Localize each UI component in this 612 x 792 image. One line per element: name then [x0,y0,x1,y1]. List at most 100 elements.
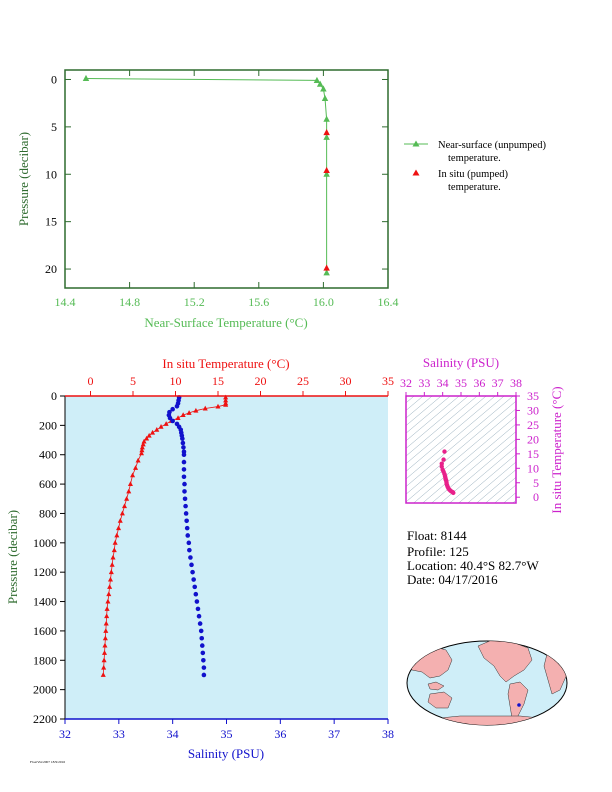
p1-x-tick-label: 16.0 [313,295,334,309]
p2-temperature-point [102,650,108,655]
p2-y-tick-label: 200 [39,418,57,432]
p2-salinity-point [194,599,200,604]
p2-salinity-point [201,672,207,678]
p2-temperature-point [186,410,192,415]
p3-x-tick-label: 32 [400,376,412,390]
p2-salinity-point [187,547,192,553]
p3-density-contour [406,396,442,426]
p2-salinity-point [201,657,206,663]
map-land-indonesia [427,681,445,691]
p2-salinity-point [197,621,203,626]
p3-density-contour [406,396,505,480]
p3-density-contour [449,446,516,503]
p2-temperature-point [107,576,113,582]
p2-salinity-point [182,496,188,502]
p2-temperature-line [102,397,227,675]
p2-bottom-tick-label: 38 [382,727,394,741]
p2-temperature-point [101,657,107,663]
p3-density-contour [406,396,496,472]
p3-density-contour [406,396,424,411]
p2-salinity-point [181,467,187,472]
p2-temperature-point [223,397,229,403]
p3-density-contour [406,396,478,457]
p2-bottom-tick-label: 37 [328,727,340,741]
p3-x-tick-label: 33 [418,376,430,390]
p2-top-tick-label: 25 [297,374,309,388]
p2-temperature-point [117,517,123,523]
p2-temperature-point [121,503,128,509]
p2-salinity-point [189,562,194,568]
p2-temperature-point [141,438,147,444]
p2-bottom-tick-label: 33 [113,727,125,741]
p2-salinity-point [181,452,187,458]
p1-near-surface-point [323,133,330,140]
p3-density-contour [406,396,460,442]
p2-temperature-point [112,540,118,545]
p3-ts-point [451,490,456,496]
p2-temperature-point [102,642,108,648]
p3-y-tick-label: 5 [533,476,539,490]
p2-top-tick-label: 10 [170,374,182,388]
p1-near-surface-point [323,115,330,122]
p2-temperature-point [110,554,116,560]
p2-temperature-point [104,606,110,611]
p3-x-tick-label: 38 [510,376,522,390]
info-location: Location: 40.4°S 82.7°W [407,558,539,573]
p2-bottom-tick-label: 35 [221,727,233,741]
p2-temperature-point [138,450,145,456]
p3-x-tick-label: 36 [473,376,485,390]
p3-density-contour [440,438,516,503]
p3-density-contour [406,396,433,419]
p2-salinity-point [185,533,191,538]
p1-x-tick-label: 14.8 [119,295,140,309]
p2-y-tick-label: 2200 [33,712,57,726]
p2-salinity-point [184,518,189,524]
legend-marker-near-surface [412,140,420,147]
p1-y-axis-label: Pressure (decibar) [16,132,31,226]
p2-temperature-point [193,407,199,413]
p2-salinity-point [170,418,175,424]
p1-x-axis-label: Near-Surface Temperature (°C) [144,315,307,330]
p2-y-tick-label: 1800 [33,653,57,667]
p1-x-tick-label: 14.4 [55,295,76,309]
p2-top-tick-label: 5 [130,374,136,388]
p2-bottom-tick-label: 34 [167,727,179,741]
p3-density-contour [406,396,514,487]
p3-density-contour [467,461,516,503]
p3-y-tick-label: 0 [533,490,539,504]
p3-density-contour [512,499,516,503]
p2-salinity-point [181,459,187,465]
p2-temperature-point [127,481,133,487]
p3-y-tick-label: 35 [527,389,539,403]
p2-y-tick-label: 1600 [33,624,57,638]
p2-salinity-point [199,643,205,648]
p2-top-tick-label: 35 [382,374,394,388]
p2-y-tick-label: 1200 [33,565,57,579]
p2-y-tick-label: 600 [39,477,57,491]
p2-salinity-point [186,540,192,546]
p2-temperature-point [116,525,122,531]
p2-temperature-point [103,628,109,633]
p2-salinity-point [181,445,186,450]
p2-temperature-point [180,412,186,418]
p1-legend: Near-surface (unpumped) temperature. In s… [404,140,546,193]
p1-near-surface-point [313,76,321,83]
p2-temperature-point [101,664,107,670]
p2-temperature-point [133,465,139,470]
p1-in-situ-point [323,264,330,271]
p2-temperature-point [215,403,221,409]
p2-y-tick-label: 0 [51,389,57,403]
p1-x-tick-label: 15.2 [184,295,205,309]
p1-x-tick-label: 15.6 [248,295,269,309]
p3-y-tick-label: 15 [527,447,539,461]
p3-density-contour [413,416,516,503]
p3-density-contour [406,396,451,434]
p2-bottom-tick-label: 32 [59,727,71,741]
p2-temperature-point [109,562,115,567]
p2-temperature-point [144,435,150,441]
legend-marker-in-situ [412,169,420,176]
p2-top-tick-label: 20 [255,374,267,388]
map-land-australia [427,691,453,709]
info-float: Float: 8144 [407,528,467,543]
float-location-marker [517,703,521,707]
